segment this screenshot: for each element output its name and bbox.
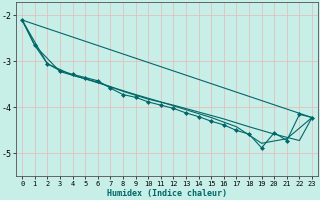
X-axis label: Humidex (Indice chaleur): Humidex (Indice chaleur): [107, 189, 227, 198]
